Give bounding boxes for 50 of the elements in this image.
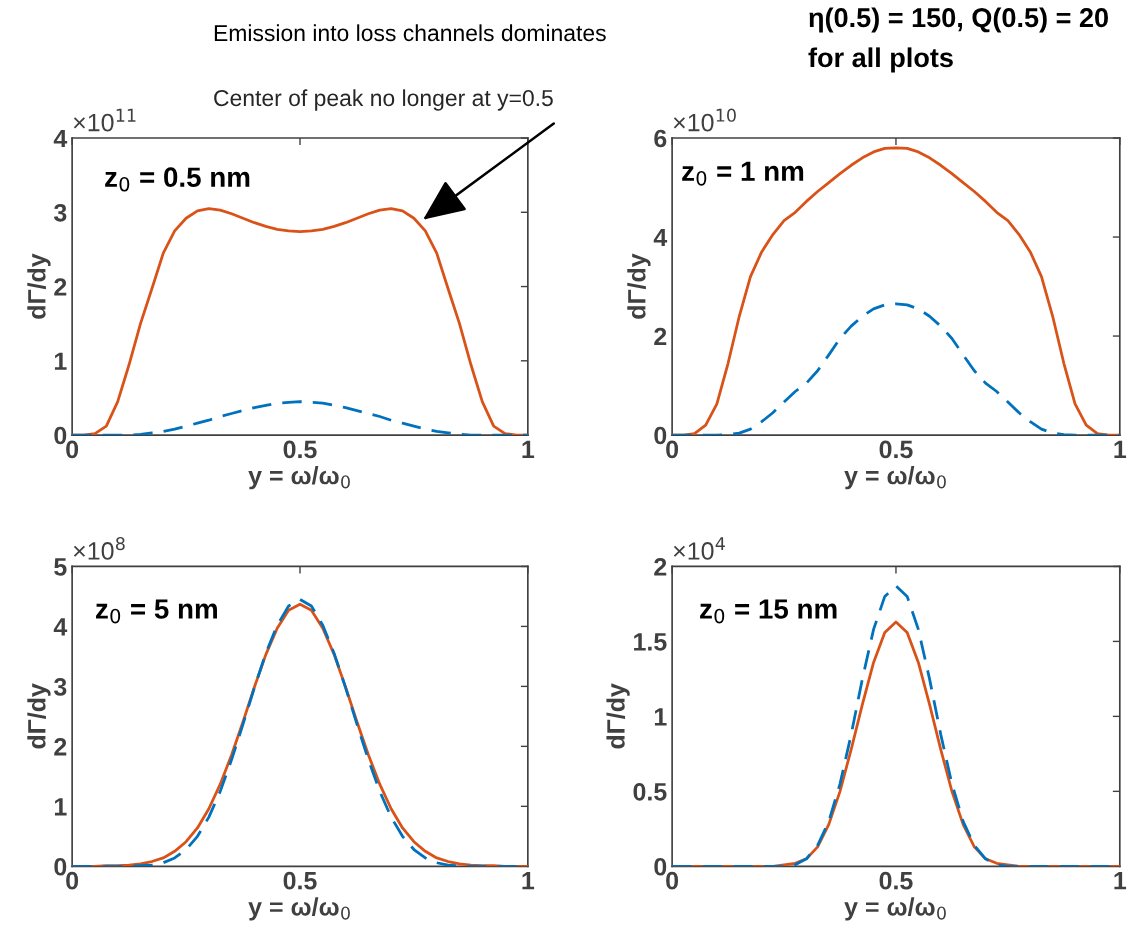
- x-tick-label: 1: [522, 440, 535, 459]
- y-tick-label: 0.5: [633, 782, 667, 801]
- y-tick-label: 1: [654, 708, 667, 726]
- text: η(0.5) = 150, Q(0.5) = 20: [809, 7, 1108, 33]
- y-axis-title: dΓ/dy: [606, 683, 630, 749]
- y-tick-label: 0: [654, 426, 667, 445]
- y-axis-title: dΓ/dy: [27, 253, 51, 319]
- x-tick-label: 0.5: [283, 871, 317, 890]
- y-tick-label: 4: [53, 129, 68, 148]
- y-tick-label: 1: [54, 352, 67, 370]
- annotation: z$_{0}$ = 15 nm: [700, 599, 837, 624]
- x-tick-label: 1: [1114, 872, 1127, 890]
- x-tick-label: 0: [666, 871, 679, 890]
- y-tick-label: 3: [53, 677, 67, 696]
- annotation: z$_{0}$ = 0.5 nm: [105, 167, 250, 192]
- x-tick-label: 1: [522, 872, 535, 890]
- annotation: z$_{0}$ = 5 nm: [96, 599, 217, 624]
- y-tick-label: 6: [654, 129, 667, 148]
- x-tick-label: 1: [1114, 440, 1127, 459]
- text: Emission into loss channels dominates: [214, 24, 606, 42]
- x-tick-label: 0.5: [283, 440, 317, 459]
- y-tick-label: 0: [654, 857, 667, 876]
- y-tick-label: 5: [54, 558, 67, 576]
- y-tick-label: 4: [653, 228, 668, 247]
- y-tick-label: 0: [54, 426, 67, 445]
- y-tick-label: 4: [53, 618, 68, 636]
- y-tick-label: 1.5: [634, 633, 667, 651]
- text: ×10$^{11}$: [73, 108, 136, 132]
- y-tick-label: 0: [54, 857, 67, 876]
- x-axis-title: y = ω/ω$_{0}$: [844, 897, 946, 921]
- text: ×10$^{4}$: [673, 537, 725, 560]
- x-axis-title: y = ω/ω$_{0}$: [248, 897, 350, 921]
- text: ×10$^{8}$: [73, 537, 125, 560]
- x-axis-title: y = ω/ω$_{0}$: [844, 466, 946, 490]
- annotation: z$_{0}$ = 1 nm: [682, 161, 804, 186]
- y-tick-label: 3: [53, 203, 67, 222]
- x-axis-title: y = ω/ω$_{0}$: [248, 466, 350, 490]
- x-tick-label: 0.5: [879, 871, 913, 890]
- y-tick-label: 1: [54, 798, 67, 816]
- y-tick-label: 2: [654, 558, 667, 576]
- y-tick-label: 2: [54, 278, 67, 296]
- y-axis-title: dΓ/dy: [27, 683, 51, 749]
- text: ×10$^{10}$: [673, 108, 736, 132]
- text: for all plots: [808, 47, 953, 73]
- x-tick-label: 0.5: [879, 440, 913, 459]
- y-tick-label: 2: [654, 327, 667, 346]
- y-axis-title: dΓ/dy: [627, 253, 651, 319]
- y-tick-label: 2: [54, 737, 67, 756]
- x-tick-label: 0: [666, 440, 679, 459]
- annotation: Center of peak no longer at y=0.5: [214, 89, 553, 111]
